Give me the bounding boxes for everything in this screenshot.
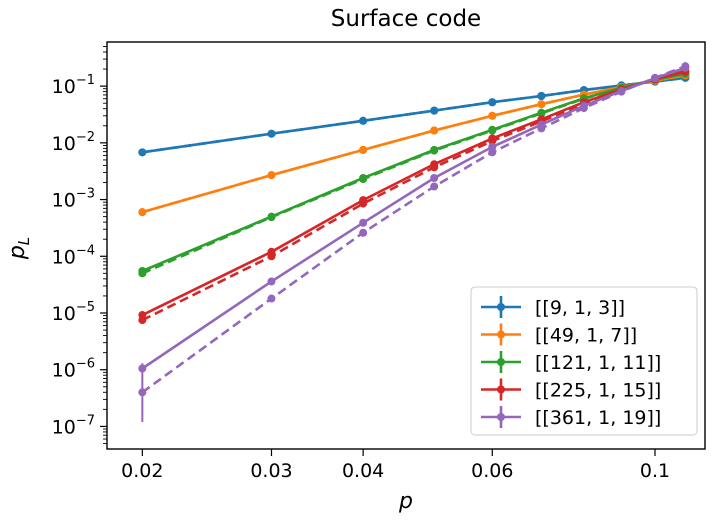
- legend-label: [[9, 1, 3]]: [535, 297, 625, 319]
- series-solid-marker: [681, 63, 690, 72]
- y-tick-exponent: −3: [76, 187, 95, 202]
- series-solid-marker: [138, 311, 147, 320]
- y-axis-label-subscript: L: [15, 237, 33, 245]
- series-solid-marker: [359, 218, 368, 227]
- series-solid-marker: [359, 116, 368, 125]
- y-tick-exponent: −2: [76, 130, 95, 145]
- y-axis-label-main: p: [5, 245, 30, 260]
- legend: [[9, 1, 3]] [[49, 1, 7]] [[121, 1, 11]] [[2…: [470, 286, 698, 436]
- series-solid-line: [141, 66, 686, 370]
- series-solid-marker: [267, 247, 276, 256]
- series-dashed-line: [141, 64, 686, 394]
- series-solid-marker: [430, 174, 439, 183]
- series-solid-marker: [138, 208, 147, 217]
- series-solid-marker: [537, 120, 546, 129]
- series-solid-marker: [138, 267, 147, 276]
- series-solid-marker: [537, 108, 546, 117]
- series-dashed-marker: [488, 148, 497, 157]
- series-solid-marker: [430, 145, 439, 154]
- y-tick-base: 10: [52, 76, 76, 98]
- series-dashed-line: [141, 69, 686, 322]
- legend-label: [[49, 1, 7]]: [535, 325, 637, 347]
- series-solid-marker: [579, 101, 588, 110]
- y-tick-label: 10−4: [52, 243, 95, 268]
- legend-label: [[361, 1, 19]]: [535, 407, 661, 429]
- series-dashed-marker: [359, 228, 368, 237]
- y-tick-exponent: −4: [76, 243, 95, 258]
- y-tick-base: 10: [52, 303, 76, 325]
- series-solid-marker: [267, 129, 276, 138]
- series-solid-marker: [267, 212, 276, 221]
- legend-marker: [497, 303, 505, 311]
- series-solid-line: [141, 72, 686, 273]
- series-solid-marker: [267, 171, 276, 180]
- series-solid-marker: [650, 74, 659, 83]
- series-solid-marker: [617, 87, 626, 96]
- legend-label: [[121, 1, 11]]: [535, 352, 661, 374]
- y-tick-exponent: −5: [76, 300, 95, 315]
- series-dashed-marker: [267, 294, 276, 303]
- series-solid-marker: [359, 145, 368, 154]
- series-5: [138, 62, 690, 397]
- y-tick-label: 10−1: [52, 73, 95, 98]
- y-tick-exponent: −6: [76, 357, 95, 372]
- plot-area: [106, 41, 706, 450]
- series-solid-marker: [138, 148, 147, 157]
- series-1: [138, 73, 690, 157]
- series-solid-marker: [488, 125, 497, 134]
- y-tick-base: 10: [52, 360, 76, 382]
- chart-title: Surface code: [331, 6, 481, 32]
- series-solid-marker: [488, 142, 497, 151]
- legend-marker: [497, 330, 505, 339]
- y-tick-label: 10−5: [52, 300, 95, 325]
- y-tick-label: 10−2: [52, 130, 95, 155]
- legend-box: [470, 286, 698, 436]
- series-solid-line: [142, 76, 686, 154]
- y-tick-label: 10−7: [52, 413, 95, 438]
- series-solid-marker: [537, 100, 546, 109]
- y-tick-label: 10−6: [52, 357, 95, 382]
- series-solid-marker: [359, 174, 368, 183]
- y-tick-base: 10: [52, 246, 76, 268]
- x-tick-label: 0.04: [342, 460, 384, 482]
- series-solid-marker: [359, 196, 368, 205]
- y-tick-exponent: −7: [76, 413, 95, 428]
- y-tick-base: 10: [52, 133, 76, 155]
- series-solid-marker: [430, 126, 439, 135]
- series-4: [138, 66, 690, 325]
- y-tick-base: 10: [52, 190, 76, 212]
- legend-label: [[225, 1, 15]]: [535, 380, 661, 402]
- y-axis-label: pL: [5, 237, 33, 260]
- legend-marker: [497, 358, 505, 366]
- x-tick-label: 0.1: [640, 460, 670, 482]
- series-solid-marker: [488, 98, 497, 107]
- series-solid-marker: [488, 111, 497, 120]
- series-solid-marker: [488, 134, 497, 143]
- series-solid-marker: [537, 91, 546, 100]
- series-solid-marker: [430, 160, 439, 169]
- series-solid-marker: [267, 277, 276, 286]
- x-tick-label: 0.03: [250, 460, 292, 482]
- series-dashed-marker: [430, 182, 439, 191]
- x-tick-label: 0.06: [471, 460, 513, 482]
- x-axis-label: p: [398, 489, 413, 514]
- y-tick-label: 10−3: [52, 187, 95, 212]
- y-tick-base: 10: [52, 416, 76, 438]
- x-tick-label: 0.02: [121, 460, 163, 482]
- series-solid-marker: [430, 106, 439, 115]
- y-tick-exponent: −1: [76, 73, 95, 88]
- legend-marker: [497, 413, 505, 421]
- legend-marker: [497, 385, 505, 394]
